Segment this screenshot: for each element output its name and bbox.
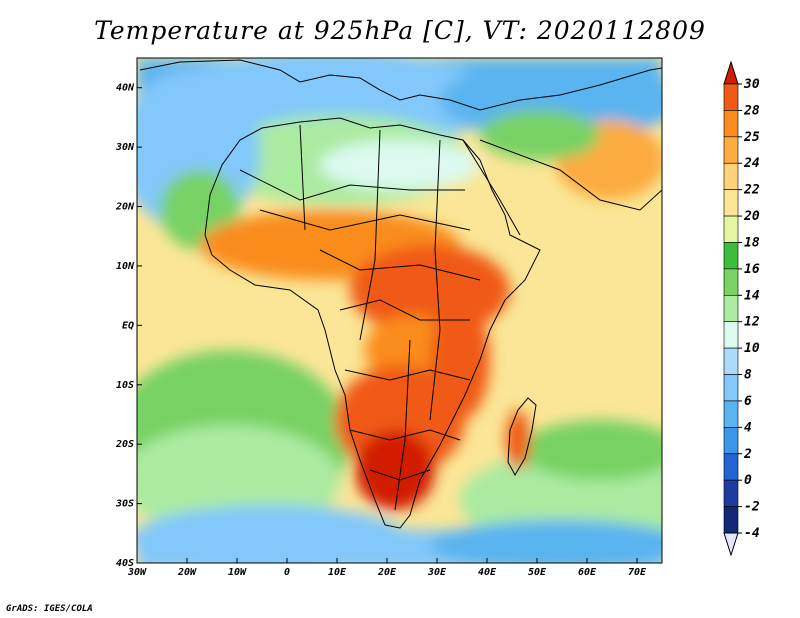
- border-7: [369, 469, 431, 481]
- colorbar-label: 0: [744, 473, 752, 488]
- colorbar-label: -2: [744, 500, 760, 515]
- colorbar-bin: [723, 400, 739, 428]
- colorbar-label: 4: [744, 420, 752, 435]
- lat-tick-label: 10S: [116, 380, 134, 391]
- colorbar-label: 10: [744, 341, 760, 356]
- lon-tick-label: 30E: [427, 567, 447, 578]
- colorbar-bin: [723, 347, 739, 375]
- temperature-field: [137, 58, 662, 563]
- border-5: [344, 369, 471, 381]
- colorbar-label: 6: [744, 394, 752, 409]
- colorbar-label: 30: [743, 77, 760, 92]
- map-frame: [136, 57, 663, 564]
- field-kalahari: [355, 430, 435, 510]
- colorbar-label: 18: [744, 235, 760, 250]
- border-4: [339, 299, 470, 321]
- border-1: [239, 169, 465, 201]
- colorbar-bin: [723, 189, 739, 217]
- colorbar-label: 25: [743, 130, 760, 145]
- lon-tick-label: 0: [284, 567, 290, 578]
- border-6: [349, 429, 461, 441]
- madagascar-coastline: [507, 397, 537, 477]
- lat-tick-label: EQ: [122, 320, 134, 331]
- credit-text: GrADS: IGES/COLA: [6, 604, 93, 614]
- colorbar-label: 14: [744, 288, 760, 303]
- colorbar-bin: [723, 136, 739, 164]
- colorbar-min-triangle: [723, 532, 739, 557]
- lat-tick-label: 10N: [116, 261, 135, 272]
- coastlines: [139, 59, 662, 529]
- lon-tick-label: 20E: [377, 567, 397, 578]
- colorbar-label: 20: [743, 209, 760, 224]
- colorbar-bin: [723, 506, 739, 534]
- lat-tick-label: 20S: [115, 439, 134, 450]
- border-10: [429, 139, 441, 421]
- colorbar-label: 22: [743, 183, 760, 198]
- colorbar-bin: [723, 321, 739, 349]
- lat-tick-label: 40N: [116, 83, 135, 94]
- colorbar-bin: [723, 268, 739, 296]
- colorbar-label: 2: [743, 447, 752, 462]
- border-2: [259, 209, 471, 231]
- lat-tick-label: 20N: [115, 202, 135, 213]
- lat-tick-label: 30N: [115, 142, 135, 153]
- field-indian-green: [520, 420, 662, 480]
- colorbar-label: 24: [743, 156, 760, 171]
- lat-tick-label: 40S: [116, 558, 134, 569]
- lon-tick-label: 40E: [478, 567, 497, 578]
- colorbar-bin: [723, 215, 739, 243]
- colorbar-label: 8: [744, 368, 752, 383]
- colorbar-bin: [723, 110, 739, 138]
- colorbar-label: 12: [744, 315, 760, 330]
- arabia-coast: [479, 139, 662, 211]
- border-9: [359, 129, 381, 341]
- africa-coastline: [204, 117, 541, 529]
- colorbar-label: 28: [743, 103, 760, 118]
- map-title: Temperature at 925hPa [C], VT: 202011280…: [94, 16, 706, 45]
- lon-tick-label: 30W: [127, 567, 147, 578]
- lon-tick-label: 70E: [628, 567, 647, 578]
- lon-tick-label: 10E: [328, 567, 347, 578]
- axis-ticks: 30W 20W 10W 0 10E 20E 30E 40E 50E 60E 70E 40N 30N 20N…: [115, 83, 647, 578]
- colorbar-bin: [723, 294, 739, 323]
- border-3: [319, 249, 481, 281]
- colorbar-label: -4: [744, 526, 760, 541]
- colorbar-bin: [723, 242, 739, 270]
- colorbar-bin: [723, 83, 739, 111]
- colorbar-max-triangle: [723, 60, 739, 85]
- field-sahara-mild: [320, 140, 480, 190]
- colorbar-bin: [723, 427, 739, 455]
- europe-coastline: [139, 59, 662, 111]
- colorbar-bin: [723, 162, 739, 190]
- colorbar-label: 16: [744, 262, 760, 277]
- colorbar-bin: [723, 479, 739, 507]
- field-se-cold: [430, 520, 662, 563]
- border-8: [299, 124, 306, 231]
- lat-tick-label: 30S: [115, 499, 134, 510]
- lon-tick-label: 10W: [228, 567, 247, 578]
- colorbar-bin: [723, 374, 739, 402]
- border-11: [394, 339, 411, 511]
- lon-tick-label: 20W: [177, 567, 197, 578]
- colorbar-bin: [723, 453, 739, 481]
- lon-tick-label: 50E: [528, 567, 547, 578]
- lon-tick-label: 60E: [578, 567, 597, 578]
- field-arabia-n: [480, 110, 600, 160]
- red-sea: [462, 139, 521, 236]
